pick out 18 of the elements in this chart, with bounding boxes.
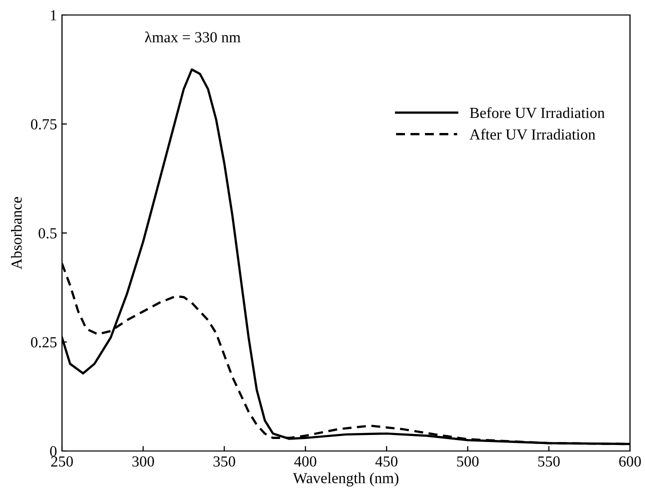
- x-axis-title: Wavelength (nm): [292, 472, 398, 486]
- x-tick-label: 550: [538, 456, 560, 467]
- y-tick-label: 0: [50, 446, 57, 456]
- x-tick-label: 250: [51, 456, 73, 467]
- x-tick-label: 450: [375, 456, 398, 467]
- x-tick-label: 500: [457, 456, 479, 467]
- y-axis-title: Absorbance: [10, 197, 22, 270]
- annotation: λmax = 330 nm: [144, 32, 241, 42]
- legend-label: After UV Irradiation: [470, 128, 596, 140]
- x-tick-label: 400: [294, 456, 316, 467]
- y-tick-label: 1: [50, 10, 56, 20]
- x-tick-label: 350: [214, 456, 236, 467]
- x-tick-label: 300: [132, 456, 154, 467]
- x-tick-label: 600: [619, 456, 641, 467]
- legend-label: Before UV Irradiation: [470, 107, 605, 118]
- y-tick-label: 0.75: [30, 119, 57, 130]
- y-tick-label: 0.25: [30, 337, 57, 348]
- y-tick-label: 0.5: [38, 228, 57, 239]
